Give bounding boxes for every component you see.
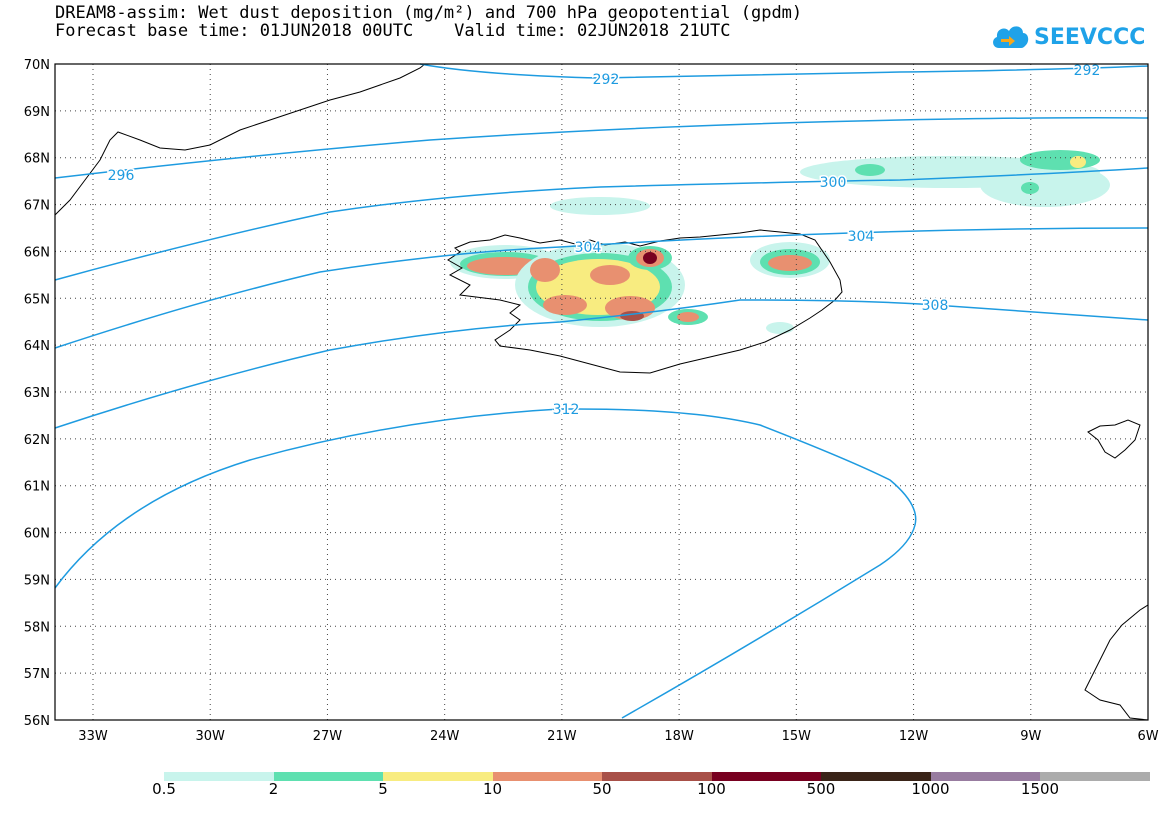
map-title-line2: Forecast base time: 01JUN2018 00UTC Vali… <box>55 21 731 41</box>
scotland-coastline <box>1084 604 1149 721</box>
colorbar-label: 10 <box>482 780 503 798</box>
contour-label: 292 <box>1074 63 1101 79</box>
dust-area <box>980 163 1110 207</box>
dust-area <box>677 312 699 322</box>
lat-label: 69N <box>24 105 50 120</box>
contour-label: 296 <box>108 168 135 184</box>
greenland-coastline <box>54 63 426 216</box>
contour-296 <box>54 117 1149 179</box>
contour-label: 304 <box>575 240 602 256</box>
lon-label: 15W <box>782 729 812 744</box>
faroe-coastline <box>1087 419 1141 459</box>
lon-label: 30W <box>196 729 226 744</box>
dust-area <box>550 197 650 215</box>
colorbar-label: 500 <box>806 780 836 798</box>
colorbar-label: 5 <box>378 780 388 798</box>
lon-label: 24W <box>430 729 460 744</box>
contour-label-layer: 292 292 296 300 304 304 308 312 <box>106 62 1102 420</box>
colorbar-segment <box>383 772 493 781</box>
axis-labels: 70N 69N 68N 67N 66N 65N 64N 63N 62N 61N 60N 59N 58N 5… <box>24 58 1159 744</box>
contour-label: 308 <box>922 298 949 314</box>
lat-label: 65N <box>24 292 50 307</box>
dust-area <box>620 311 644 321</box>
lat-label: 61N <box>24 480 50 495</box>
contour-304 <box>54 227 1149 349</box>
dust-area <box>1070 156 1086 168</box>
lon-label: 9W <box>1020 729 1041 744</box>
colorbar-label: 1500 <box>1020 780 1060 798</box>
dust-area <box>768 255 812 271</box>
lon-label: 27W <box>313 729 343 744</box>
dust-area <box>543 295 587 315</box>
lon-label: 6W <box>1137 729 1158 744</box>
contour-label: 300 <box>820 175 847 191</box>
colorbar-label: 1000 <box>911 780 950 798</box>
lon-label: 21W <box>547 729 577 744</box>
dust-area <box>530 258 560 282</box>
lat-label: 62N <box>24 433 50 448</box>
colorbar-segment <box>273 772 383 781</box>
colorbar-label: 0.5 <box>152 780 176 798</box>
contour-label: 292 <box>593 72 620 88</box>
lat-label: 64N <box>24 339 50 354</box>
lon-label: 33W <box>78 729 108 744</box>
contour-312 <box>54 408 917 719</box>
colorbar-segment <box>492 772 602 781</box>
lat-label: 66N <box>24 245 50 260</box>
dust-area <box>855 164 885 176</box>
colorbar-segment <box>930 772 1040 781</box>
cloud-logo-icon <box>993 26 1029 48</box>
lat-label: 60N <box>24 527 50 542</box>
lat-label: 63N <box>24 386 50 401</box>
lat-label: 57N <box>24 667 50 682</box>
contour-label: 304 <box>848 229 875 245</box>
seevccc-logo: SEEVCCC <box>990 18 1145 56</box>
map-title-line1: DREAM8-assim: Wet dust deposition (mg/m²… <box>55 3 803 23</box>
colorbar-segment <box>711 772 821 781</box>
contour-300 <box>54 167 1149 281</box>
dust-area <box>590 265 630 285</box>
lat-label: 59N <box>24 573 50 588</box>
lat-label: 58N <box>24 620 50 635</box>
lat-label: 67N <box>24 199 50 214</box>
dust-area <box>1021 182 1039 194</box>
colorbar-segment <box>602 772 712 781</box>
dust-area <box>766 322 794 334</box>
contour-308 <box>54 299 1149 429</box>
dust-area <box>643 252 657 264</box>
lat-label: 70N <box>24 58 50 73</box>
iceland-coastline <box>447 229 843 374</box>
map-frame <box>54 63 1149 721</box>
colorbar-label: 100 <box>697 780 726 798</box>
lat-label: 68N <box>24 152 50 167</box>
lon-label: 18W <box>664 729 694 744</box>
dust-area <box>1020 150 1100 170</box>
geopotential-contours <box>54 63 1149 719</box>
lon-label: 12W <box>899 729 929 744</box>
colorbar-label: 50 <box>592 780 612 798</box>
colorbar-segment <box>1040 772 1150 781</box>
colorbar-segment <box>821 772 931 781</box>
colorbar-segment <box>164 772 274 781</box>
contour-292 <box>419 63 1149 79</box>
logo-text: SEEVCCC <box>1034 24 1146 50</box>
lat-label: 56N <box>24 714 50 729</box>
colorbar-label: 2 <box>268 780 279 798</box>
contour-label: 312 <box>553 402 580 418</box>
graticule <box>55 64 1148 720</box>
